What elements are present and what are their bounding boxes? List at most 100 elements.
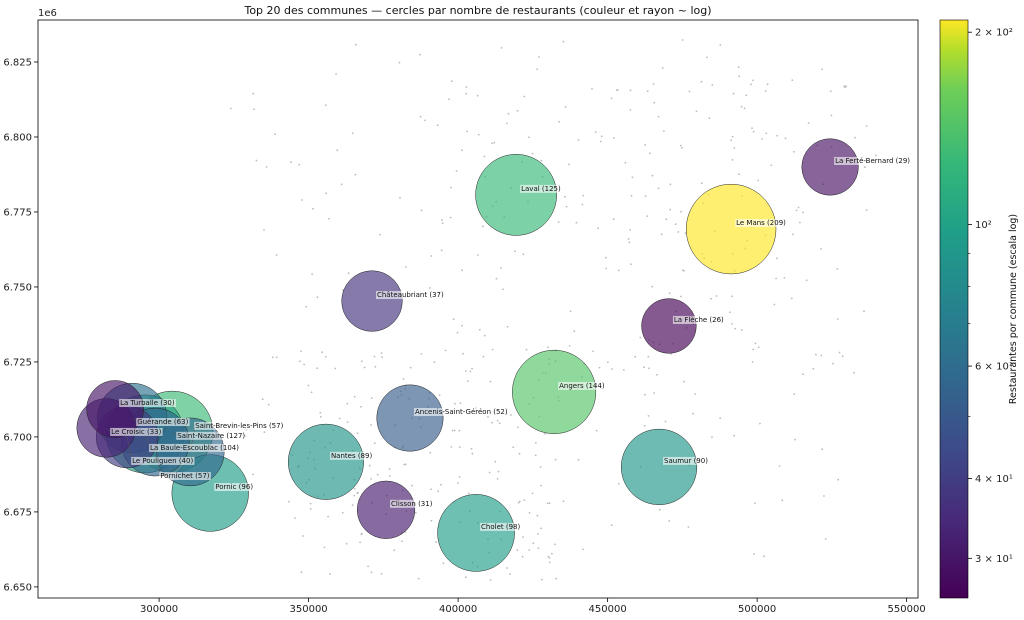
bubble-label-text: La Turballe (30) [120,399,175,407]
background-point [528,136,530,139]
background-point [451,429,454,432]
background-point [627,238,630,240]
background-point [465,86,468,88]
background-point [466,380,469,382]
background-point [664,420,667,423]
background-point [430,519,433,522]
background-point [581,203,584,206]
background-point [547,555,550,558]
background-point [630,194,633,197]
background-point [450,446,453,448]
background-point [470,447,473,450]
background-point [611,368,613,370]
colorbar-tick-label: 4 × 10¹ [975,474,1013,485]
background-point [444,349,447,352]
background-point [466,130,468,133]
bubble [641,298,697,354]
bubble-label-text: Pornic (96) [215,483,253,491]
background-point [370,478,372,480]
background-point [367,565,369,568]
background-point [540,527,542,530]
background-point [656,373,658,376]
background-point [622,369,625,371]
background-point [764,90,767,92]
background-point [751,361,754,363]
background-point [528,549,531,551]
x-tick-label: 550000 [888,604,926,615]
background-point [429,451,432,454]
background-point [745,94,748,97]
background-point [607,361,609,364]
background-point [345,542,348,545]
background-point [356,492,359,495]
background-point [695,110,698,113]
background-point [518,500,521,503]
background-point [403,463,406,466]
background-point [577,139,580,141]
bubble-label-bg [194,421,285,430]
background-point [783,277,786,279]
background-point [363,366,366,369]
background-point [461,149,463,152]
bubble-label: Ancenis-Saint-Géréon (52) [413,408,509,417]
background-point [778,465,781,467]
background-point [569,310,572,313]
background-point [610,524,613,527]
background-point [829,90,832,92]
background-point [711,436,713,439]
background-point [761,138,763,140]
background-point [657,187,660,190]
bubble-label: Le Croisic (33) [110,427,163,436]
background-point [340,183,343,186]
background-point [765,132,768,135]
y-tick-label: 6.650 [3,582,32,593]
background-point [644,393,646,396]
background-point [356,432,359,434]
background-point [311,273,313,276]
bubble-label: Nantes (89) [329,451,374,460]
background-point [692,412,694,415]
bubble-label-text: La Ferté-Bernard (29) [835,157,910,165]
background-point [491,421,493,424]
colorbar-tick-label: 6 × 10¹ [975,362,1013,373]
bubble-label: Le Mans (209) [735,219,788,228]
background-point [776,257,778,260]
background-point [598,366,601,369]
background-point [453,429,456,432]
background-point [433,361,436,363]
bubble-label-text: Angers (144) [559,382,605,390]
axes: 300000 350000 400000 450000 500000 550000 6.65… [3,57,925,615]
background-point [288,500,290,503]
background-point [457,482,459,484]
background-point [853,371,855,374]
background-point [591,88,593,90]
background-point [875,154,877,157]
bubble-label-text: Laval (125) [521,185,561,193]
background-point [711,84,714,86]
background-point [730,295,733,298]
background-point [523,499,526,501]
bubble-label-bg [119,399,176,408]
background-point [864,166,866,169]
background-point [303,363,305,366]
bubble-label: Guérande (63) [136,418,190,427]
background-point [548,561,551,564]
background-point [740,329,743,331]
background-point [271,356,274,359]
bubble-label: Laval (125) [520,184,563,193]
background-point [669,183,672,186]
background-point [402,378,405,380]
background-point [732,92,735,95]
background-point [458,446,461,448]
background-point [516,109,519,112]
background-point [380,573,383,575]
background-point [807,122,810,124]
background-point [335,73,337,75]
background-point [669,208,671,211]
background-point [522,536,524,538]
bubble-label: Saint-Brevin-les-Pins (57) [194,421,285,430]
background-point [564,106,567,108]
background-point [298,163,301,166]
background-point [328,217,330,220]
background-point [452,318,455,320]
